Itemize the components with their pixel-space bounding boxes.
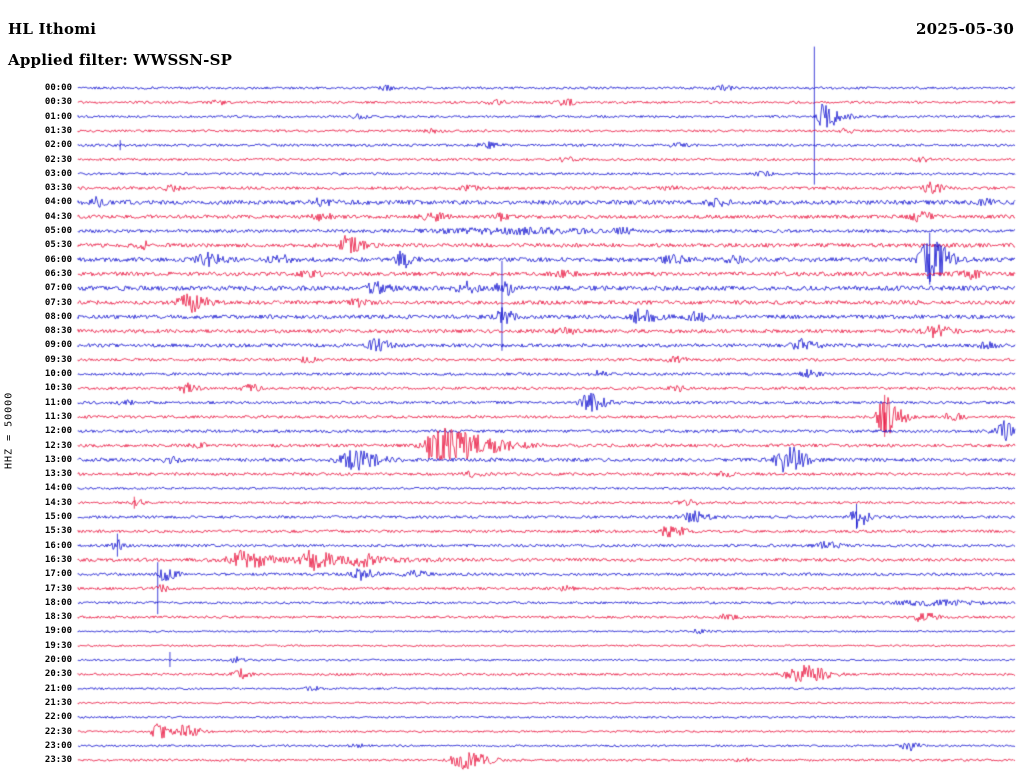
time-label: 11:00 xyxy=(44,397,72,408)
time-label: 09:00 xyxy=(44,340,72,351)
time-label: 16:00 xyxy=(44,540,72,551)
time-label: 13:30 xyxy=(44,469,72,480)
time-label: 06:00 xyxy=(44,254,72,265)
time-label: 01:00 xyxy=(44,111,72,122)
time-label: 17:30 xyxy=(44,583,72,594)
time-label: 14:00 xyxy=(44,483,72,494)
time-label: 15:00 xyxy=(44,512,72,522)
time-label: 05:30 xyxy=(44,240,72,251)
time-label: 21:30 xyxy=(44,697,72,708)
time-label: 07:30 xyxy=(44,297,72,308)
time-label: 22:00 xyxy=(44,712,72,723)
time-label: 03:30 xyxy=(44,183,72,194)
station-title: HL Ithomi xyxy=(8,20,97,38)
time-label: 08:30 xyxy=(44,326,72,337)
time-axis: 00:00 00:30 01:00 01:30 02:00 02:30 03:00 03:30… xyxy=(0,0,76,780)
time-label: 12:00 xyxy=(44,426,72,437)
time-label: 03:00 xyxy=(44,168,72,179)
time-label: 20:30 xyxy=(44,669,72,680)
time-label: 23:30 xyxy=(44,755,72,766)
time-label: 05:00 xyxy=(44,226,72,236)
time-label: 01:30 xyxy=(44,125,72,136)
time-label: 09:30 xyxy=(44,354,72,365)
applied-filter-label: Applied filter: WWSSN-SP xyxy=(8,51,233,69)
time-label: 10:00 xyxy=(44,369,72,379)
time-label: 14:30 xyxy=(44,497,72,508)
time-label: 23:00 xyxy=(44,740,72,751)
time-label: 19:30 xyxy=(44,640,72,651)
time-label: 02:00 xyxy=(44,140,72,151)
time-label: 04:30 xyxy=(44,211,72,222)
time-label: 00:00 xyxy=(44,83,72,93)
time-label: 07:00 xyxy=(44,283,72,294)
record-date: 2025-05-30 xyxy=(916,20,1014,38)
time-label: 13:00 xyxy=(44,454,72,465)
time-label: 17:00 xyxy=(44,569,72,580)
time-label: 06:30 xyxy=(44,268,72,279)
time-label: 10:30 xyxy=(44,383,72,394)
time-label: 04:00 xyxy=(44,197,72,208)
time-label: 02:30 xyxy=(44,154,72,165)
time-label: 18:00 xyxy=(44,597,72,608)
time-label: 15:30 xyxy=(44,526,72,537)
time-label: 12:30 xyxy=(44,440,72,451)
time-label: 11:30 xyxy=(44,411,72,422)
time-label: 20:00 xyxy=(44,655,72,665)
time-label: 22:30 xyxy=(44,726,72,737)
time-label: 08:00 xyxy=(44,311,72,322)
time-label: 16:30 xyxy=(44,554,72,565)
time-label: 21:00 xyxy=(44,683,72,694)
time-label: 19:00 xyxy=(44,626,72,637)
time-label: 00:30 xyxy=(44,97,72,108)
time-label: 18:30 xyxy=(44,612,72,623)
